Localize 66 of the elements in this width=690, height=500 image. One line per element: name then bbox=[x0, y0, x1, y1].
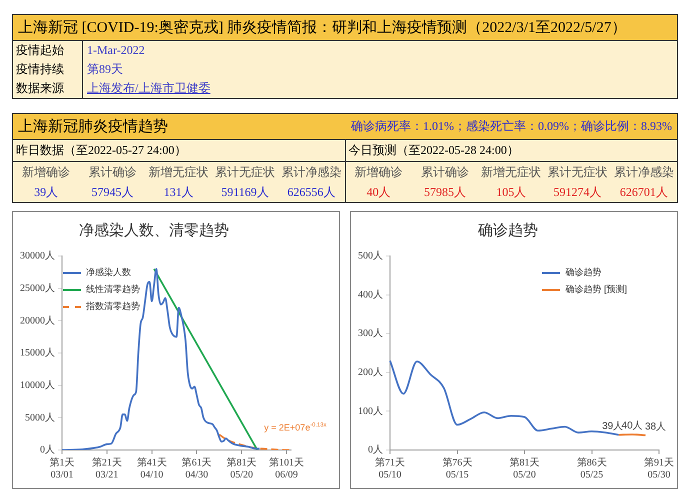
category-label: 新增无症状 bbox=[148, 165, 209, 179]
legend-label: 确诊趋势 bbox=[565, 266, 602, 279]
data-label: 38人 bbox=[644, 421, 666, 432]
category-label: 新增无症状 bbox=[481, 165, 542, 179]
x-tick-label: 第61天 04/30 bbox=[182, 456, 212, 481]
data-label: 591274人 bbox=[554, 185, 602, 199]
text: 上海新冠 [COVID-19:奥密克戎] 肺炎疫情简报：研判和上海疫情预测（2022/3/1至2022/5/27） bbox=[18, 20, 626, 36]
legend-label: 净感染人数 bbox=[86, 266, 131, 279]
y-tick-label: 20000人 bbox=[20, 315, 55, 326]
category-label: 累计净感染 bbox=[614, 165, 674, 179]
data-label: 40人 bbox=[622, 420, 643, 432]
x-tick-label: 第81天 05/20 bbox=[226, 456, 257, 481]
legend-label: 指数清零趋势 bbox=[86, 300, 140, 313]
series-label: 昨日数据（至2022-05-27 24:00） bbox=[16, 143, 186, 157]
x-tick-label: 第41天 04/10 bbox=[136, 456, 167, 481]
category-label: 累计确诊 bbox=[88, 165, 136, 179]
y-tick-label: 25000人 bbox=[20, 282, 55, 294]
data-label: 626556人 bbox=[287, 185, 336, 199]
line-series bbox=[218, 434, 292, 450]
text: 1-Mar-2022 bbox=[87, 43, 145, 57]
y-tick-label: 100人 bbox=[358, 406, 383, 417]
data-label: 57985人 bbox=[424, 185, 466, 199]
x-tick-label: 第86天 05/25 bbox=[576, 456, 607, 481]
chart-title: 净感染人数、清零趋势 bbox=[79, 222, 229, 240]
data-label: 591169人 bbox=[221, 185, 269, 199]
x-tick-label: 第91天 05/30 bbox=[644, 456, 674, 481]
category-label: 累计确诊 bbox=[420, 165, 469, 179]
category-label: 疫情起始 bbox=[16, 42, 64, 59]
y-tick-label: 5000人 bbox=[25, 412, 55, 424]
text: 第89天 bbox=[87, 62, 123, 76]
category-label: 疫情持续 bbox=[16, 61, 64, 78]
y-tick-label: 300人 bbox=[358, 328, 383, 340]
x-tick-label: 第81天 05/20 bbox=[510, 456, 540, 481]
y-tick-label: 30000人 bbox=[20, 250, 55, 262]
y-tick-label: 15000人 bbox=[20, 348, 55, 359]
chart-title: 确诊趋势 bbox=[477, 222, 538, 240]
x-tick-label: 第1天 03/01 bbox=[50, 456, 74, 481]
category-label: 数据来源 bbox=[16, 80, 64, 97]
x-tick-label: 第101天 06/09 bbox=[269, 456, 304, 481]
y-tick-label: 0人 bbox=[40, 444, 55, 456]
x-tick-label: 第21天 03/21 bbox=[92, 456, 122, 481]
text: 上海新冠肺炎疫情趋势 bbox=[18, 118, 168, 136]
legend-label: 确诊趋势 [预测] bbox=[565, 283, 627, 296]
legend-label: 线性清零趋势 bbox=[86, 283, 140, 296]
data-label: 105人 bbox=[496, 185, 526, 199]
data-label: 39人 bbox=[34, 185, 58, 199]
data-label: 131人 bbox=[164, 185, 194, 199]
category-label: 累计净感染 bbox=[281, 165, 342, 179]
data-label: 39人 bbox=[602, 420, 624, 432]
y-tick-label: 10000人 bbox=[20, 380, 55, 391]
y-tick-label: 400人 bbox=[358, 289, 383, 300]
line-series bbox=[61, 268, 260, 450]
data-label: 57945人 bbox=[91, 185, 134, 199]
category-label: 累计无症状 bbox=[215, 165, 276, 179]
category-label: 新增确诊 bbox=[22, 165, 70, 179]
category-label: 累计无症状 bbox=[548, 165, 608, 179]
text: 今日预测（至2022-05-28 24:00） bbox=[348, 143, 519, 157]
x-tick-label: 第76天 05/15 bbox=[442, 456, 472, 481]
data-label: 40人 bbox=[366, 185, 391, 199]
y-tick-label: 200人 bbox=[358, 367, 383, 378]
category-label: 新增确诊 bbox=[354, 165, 403, 179]
x-tick-label: 第71天 05/10 bbox=[375, 456, 405, 481]
y-tick-label: 0人 bbox=[368, 444, 383, 456]
text: 确诊病死率：1.01%；感染死亡率：0.09%；确诊比例：8.93% bbox=[351, 118, 672, 135]
data-label: 626701人 bbox=[620, 185, 668, 199]
y-tick-label: 500人 bbox=[358, 250, 383, 262]
